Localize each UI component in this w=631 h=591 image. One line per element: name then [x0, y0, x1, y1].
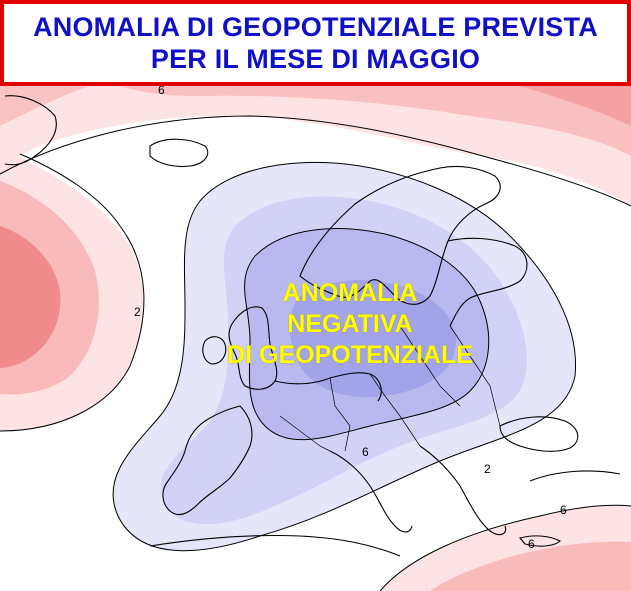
coastlines	[4, 95, 621, 557]
annotation-line-2: NEGATIVA	[287, 310, 413, 338]
title-line-1: ANOMALIA DI GEOPOTENZIALE PREVISTA	[33, 12, 598, 42]
positive-anomaly-southeast	[380, 505, 631, 591]
contour-label-southeast: 2	[484, 462, 491, 476]
negative-anomaly-europe	[113, 162, 576, 551]
contour-label-east: 6	[560, 503, 567, 517]
contour-label-crete: 6	[528, 537, 535, 551]
anomaly-annotation: ANOMALIA NEGATIVA DI GEOPOTENZIALE	[205, 278, 495, 371]
contour-label-north: 6	[158, 86, 165, 97]
positive-anomaly-west	[0, 146, 144, 431]
annotation-line-3: DI GEOPOTENZIALE	[227, 341, 473, 369]
contour-lines	[0, 115, 631, 591]
annotation-line-1: ANOMALIA	[282, 279, 418, 307]
contour-labels: 6 2 6 2 6 6	[134, 86, 567, 551]
anomaly-map: 6 2 6 2 6 6	[0, 86, 631, 591]
positive-anomaly-north	[0, 86, 631, 206]
contour-label-west: 2	[134, 305, 141, 319]
title-line-2: PER IL MESE DI MAGGIO	[150, 44, 481, 74]
title-banner: ANOMALIA DI GEOPOTENZIALE PREVISTA PER I…	[0, 0, 631, 86]
contour-label-central: 6	[362, 445, 369, 459]
